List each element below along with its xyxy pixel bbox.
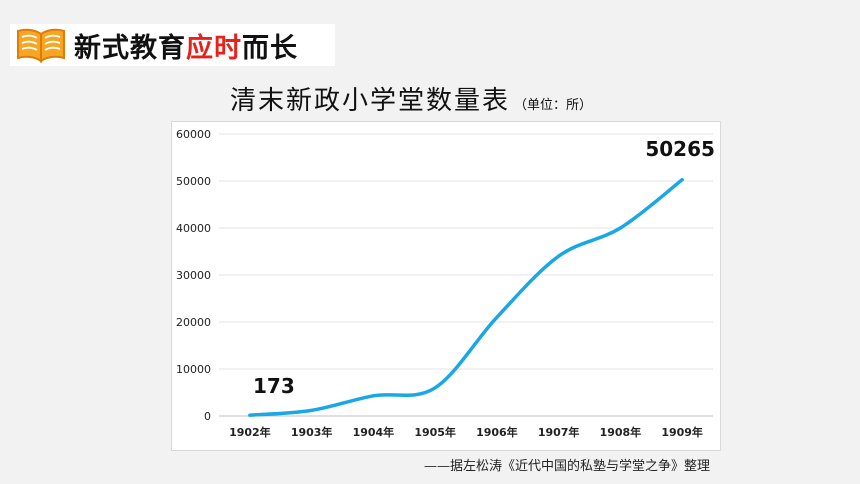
- source-citation: ——据左松涛《近代中国的私塾与学堂之争》整理: [424, 459, 711, 474]
- chart-title: 清末新政小学堂数量表 （单位：所）: [230, 80, 592, 117]
- x-tick-label: 1908年: [600, 425, 642, 439]
- data-label: 173: [253, 374, 295, 398]
- data-point: [557, 254, 561, 258]
- data-point: [433, 386, 437, 390]
- y-tick-label: 30000: [176, 269, 211, 282]
- data-point: [248, 413, 252, 417]
- y-tick-label: 0: [204, 410, 211, 423]
- x-tick-label: 1902年: [229, 425, 271, 439]
- chart-title-main: 清末新政小学堂数量表: [230, 86, 511, 116]
- y-tick-label: 20000: [176, 316, 211, 329]
- x-tick-label: 1906年: [476, 425, 518, 439]
- x-tick-label: 1904年: [353, 425, 395, 439]
- data-point: [310, 408, 314, 412]
- y-tick-label: 40000: [176, 222, 211, 235]
- series-line: [248, 178, 684, 417]
- data-point: [680, 178, 684, 182]
- line-chart: 0 10000 20000 30000 40000 50000 60000 1902年 1903…: [176, 128, 715, 439]
- data-point: [618, 226, 622, 230]
- section-header: 新式教育应时而长: [10, 24, 335, 66]
- title-accent: 应时: [186, 32, 242, 64]
- page-title: 新式教育应时而长: [74, 32, 298, 64]
- open-book-icon: [17, 28, 65, 63]
- chart-area: 0 10000 20000 30000 40000 50000 60000 1902年 1903…: [171, 121, 721, 451]
- y-tick-label: 60000: [176, 128, 211, 141]
- data-point: [495, 315, 499, 319]
- chart-title-unit: （单位：所）: [514, 98, 593, 113]
- x-tick-label: 1905年: [414, 425, 456, 439]
- y-tick-label: 50000: [176, 175, 211, 188]
- data-label: 50265: [645, 137, 715, 161]
- x-tick-label: 1909年: [661, 425, 703, 439]
- y-tick-label: 10000: [176, 363, 211, 376]
- x-tick-label: 1907年: [538, 425, 580, 439]
- x-tick-label: 1903年: [291, 425, 333, 439]
- data-point: [371, 394, 375, 398]
